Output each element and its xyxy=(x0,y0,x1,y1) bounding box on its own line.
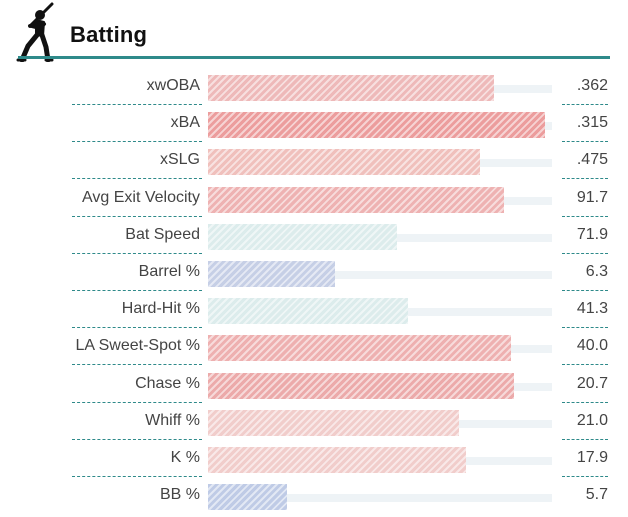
row-divider xyxy=(72,104,202,105)
stat-label: Barrel % xyxy=(138,263,200,280)
stat-value: .315 xyxy=(576,114,608,132)
stat-label: LA Sweet-Spot % xyxy=(75,337,200,355)
row-divider xyxy=(562,290,608,291)
stat-label: Bat Speed xyxy=(125,225,200,243)
stat-value: 40.0 xyxy=(576,337,608,355)
percentile-bar xyxy=(208,335,511,362)
section-header: Batting xyxy=(0,0,628,62)
stat-row: LA Sweet-Spot % 40.0 xyxy=(0,329,628,366)
row-divider xyxy=(562,141,608,143)
row-divider xyxy=(562,327,608,329)
stat-label: Chase % xyxy=(135,374,200,392)
batter-icon xyxy=(16,2,54,62)
row-divider xyxy=(72,141,202,143)
percentile-bar xyxy=(208,261,336,287)
title-underline xyxy=(18,56,610,59)
stat-row: Hard-Hit % 41.3 xyxy=(0,292,628,329)
stat-value: 6.3 xyxy=(585,263,608,280)
row-divider xyxy=(562,215,608,217)
row-divider xyxy=(72,252,202,254)
stat-label: Avg Exit Velocity xyxy=(82,188,200,206)
stat-row: K % 17.9 xyxy=(0,441,628,478)
row-divider xyxy=(72,364,202,366)
stat-row: xBA .315 xyxy=(0,106,628,143)
stat-row: BB % 5.7 xyxy=(0,478,628,515)
stat-row: xwOBA .362 xyxy=(0,69,628,106)
section-title: Batting xyxy=(70,22,148,47)
stat-value: 5.7 xyxy=(585,486,608,504)
stat-value: 21.0 xyxy=(576,411,608,429)
stat-row: Bat Speed 71.9 xyxy=(0,218,628,255)
stat-label: xwOBA xyxy=(146,77,200,94)
stat-label: xSLG xyxy=(159,151,200,169)
stat-row: Avg Exit Velocity 91.7 xyxy=(0,181,628,218)
stat-value: .362 xyxy=(576,77,608,94)
stat-label: BB % xyxy=(159,486,200,504)
row-divider xyxy=(562,252,608,254)
stat-label: xBA xyxy=(170,114,200,132)
row-divider xyxy=(72,290,202,291)
percentile-track xyxy=(208,271,552,279)
percentile-bar xyxy=(208,112,546,139)
row-divider xyxy=(562,476,608,477)
row-divider xyxy=(72,178,202,180)
stat-label: Whiff % xyxy=(145,411,200,429)
percentile-bar xyxy=(208,75,494,101)
stat-label: K % xyxy=(170,449,200,466)
row-divider xyxy=(562,104,608,105)
percentile-bar xyxy=(208,223,398,250)
stat-value: 71.9 xyxy=(576,225,608,243)
stat-value: 20.7 xyxy=(576,374,608,392)
row-divider xyxy=(562,364,608,366)
stat-row: xSLG .475 xyxy=(0,143,628,180)
row-divider xyxy=(72,327,202,329)
percentile-bar xyxy=(208,409,460,436)
row-divider xyxy=(72,401,202,403)
stat-value: 17.9 xyxy=(576,449,608,466)
stat-value: 91.7 xyxy=(576,188,608,206)
stat-value: 41.3 xyxy=(576,300,608,318)
row-divider xyxy=(72,438,202,440)
stat-row: Whiff % 21.0 xyxy=(0,404,628,441)
percentile-bar xyxy=(208,372,515,399)
percentile-bar xyxy=(208,298,408,325)
stat-row: Barrel % 6.3 xyxy=(0,255,628,292)
stat-row: Chase % 20.7 xyxy=(0,367,628,404)
percentile-bar xyxy=(208,149,480,176)
percentile-track xyxy=(208,494,552,503)
percentile-bar xyxy=(208,186,504,213)
stat-value: .475 xyxy=(576,151,608,169)
row-divider xyxy=(562,178,608,180)
percentile-bar xyxy=(208,447,466,473)
row-divider xyxy=(72,215,202,217)
row-divider xyxy=(562,438,608,440)
row-divider xyxy=(72,476,202,477)
stat-label: Hard-Hit % xyxy=(121,300,200,318)
percentile-bar xyxy=(208,484,288,511)
row-divider xyxy=(562,401,608,403)
